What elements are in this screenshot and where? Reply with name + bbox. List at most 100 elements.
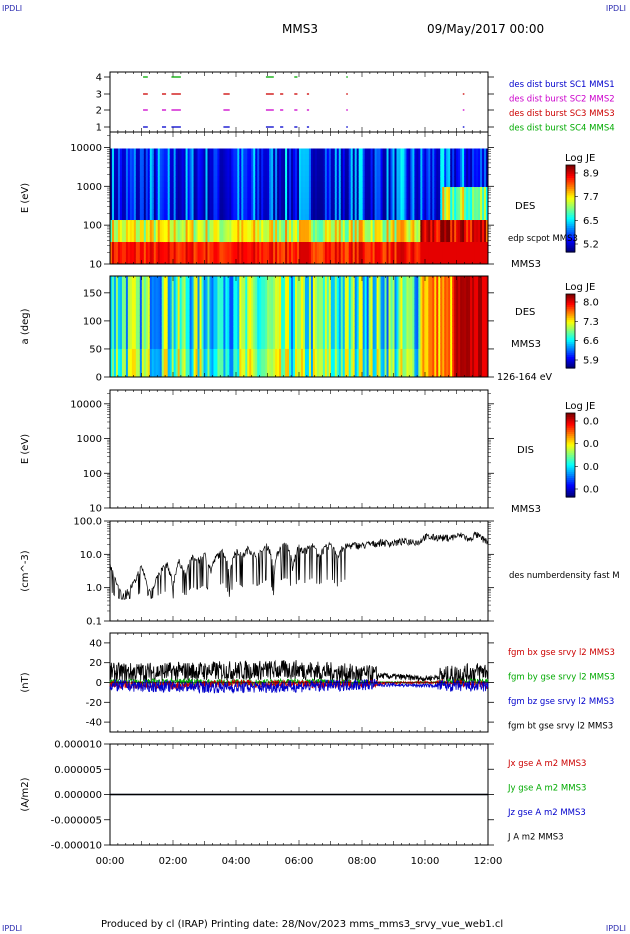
heatmap-cell bbox=[312, 198, 316, 204]
heatmap-cell bbox=[173, 203, 177, 210]
heatmap-cell bbox=[111, 159, 115, 166]
heatmap-cell bbox=[117, 326, 121, 333]
heatmap-cell bbox=[187, 247, 191, 254]
heatmap-cell bbox=[464, 192, 467, 199]
heatmap-cell bbox=[175, 236, 179, 243]
heatmap-cell bbox=[472, 236, 475, 243]
heatmap-cell bbox=[115, 148, 119, 155]
heatmap-cell bbox=[123, 148, 127, 155]
heatmap-cell bbox=[342, 242, 346, 248]
heatmap-cell bbox=[316, 258, 320, 265]
heatmap-cell bbox=[376, 176, 380, 182]
heatmap-cell bbox=[380, 198, 384, 204]
heatmap-cell bbox=[177, 236, 181, 243]
heatmap-cell bbox=[358, 242, 362, 248]
heatmap-cell bbox=[125, 298, 129, 305]
heatmap-cell bbox=[169, 198, 173, 204]
heatmap-cell bbox=[390, 225, 394, 232]
heatmap-cell bbox=[173, 154, 177, 160]
heatmap-cell bbox=[436, 231, 439, 237]
heatmap-cell bbox=[191, 236, 195, 243]
heatmap-cell bbox=[474, 203, 477, 210]
heatmap-cell bbox=[376, 258, 380, 265]
heatmap-cell bbox=[119, 337, 123, 344]
heatmap-cell bbox=[360, 225, 364, 232]
heatmap-cell bbox=[436, 220, 439, 226]
heatmap-cell bbox=[221, 159, 224, 166]
heatmap-cell bbox=[458, 203, 461, 210]
heatmap-cell bbox=[139, 326, 143, 333]
heatmap-cell bbox=[348, 209, 352, 215]
heatmap-cell bbox=[316, 225, 320, 232]
heatmap-cell bbox=[149, 365, 153, 372]
heatmap-cell bbox=[133, 304, 137, 311]
heatmap-cell bbox=[322, 247, 326, 254]
heatmap-cell bbox=[179, 236, 183, 243]
heatmap-cell bbox=[464, 258, 467, 265]
heatmap-cell bbox=[155, 337, 159, 344]
heatmap-cell bbox=[320, 192, 324, 199]
heatmap-cell bbox=[312, 148, 316, 155]
heatmap-cell bbox=[149, 176, 153, 182]
heatmap-cell bbox=[237, 253, 240, 259]
heatmap-cell bbox=[378, 159, 382, 166]
heatmap-cell bbox=[223, 203, 226, 210]
heatmap-cell bbox=[175, 337, 179, 344]
heatmap-cell bbox=[227, 220, 230, 226]
heatmap-cell bbox=[209, 231, 212, 237]
heatmap-cell bbox=[247, 242, 250, 248]
heatmap-cell bbox=[386, 225, 390, 232]
heatmap-cell bbox=[478, 170, 481, 177]
heatmap-cell bbox=[157, 343, 161, 350]
heatmap-cell bbox=[197, 236, 201, 243]
heatmap-cell bbox=[211, 187, 214, 193]
heatmap-cell bbox=[324, 253, 328, 259]
heatmap-cell bbox=[131, 181, 135, 188]
heatmap-cell bbox=[285, 176, 288, 182]
heatmap-cell bbox=[346, 231, 350, 237]
heatmap-cell bbox=[398, 187, 401, 193]
heatmap-cell bbox=[110, 231, 113, 237]
heatmap-cell bbox=[233, 220, 236, 226]
heatmap-cell bbox=[295, 154, 298, 160]
heatmap-cell bbox=[452, 247, 455, 254]
heatmap-cell bbox=[165, 214, 169, 221]
heatmap-cell bbox=[446, 247, 449, 254]
heatmap-cell bbox=[468, 214, 471, 221]
heatmap-cell bbox=[123, 253, 127, 259]
heatmap-cell bbox=[263, 159, 266, 166]
heatmap-cell bbox=[410, 154, 413, 160]
heatmap-cell bbox=[474, 198, 477, 204]
heatmap-cell bbox=[175, 298, 179, 305]
heatmap-cell bbox=[422, 198, 425, 204]
heatmap-cell bbox=[179, 203, 183, 210]
heatmap-cell bbox=[175, 192, 179, 199]
heatmap-cell bbox=[129, 326, 133, 333]
heatmap-cell bbox=[191, 220, 195, 226]
heatmap-cell bbox=[332, 198, 336, 204]
heatmap-cell bbox=[446, 258, 449, 265]
heatmap-cell bbox=[400, 148, 403, 155]
heatmap-cell bbox=[344, 198, 348, 204]
heatmap-cell bbox=[205, 187, 208, 193]
heatmap-cell bbox=[356, 247, 360, 254]
heatmap-cell bbox=[121, 354, 125, 361]
heatmap-cell bbox=[143, 281, 147, 288]
heatmap-cell bbox=[205, 148, 208, 155]
heatmap-cell bbox=[149, 203, 153, 210]
heatmap-cell bbox=[378, 165, 382, 171]
heatmap-cell bbox=[402, 220, 405, 226]
heatmap-cell bbox=[316, 176, 320, 182]
heatmap-cell bbox=[193, 242, 197, 248]
heatmap-cell bbox=[235, 154, 238, 160]
heatmap-cell bbox=[342, 225, 346, 232]
heatmap-cell bbox=[117, 170, 121, 177]
heatmap-cell bbox=[358, 220, 362, 226]
heatmap-cell bbox=[207, 159, 210, 166]
heatmap-cell bbox=[424, 176, 427, 182]
heatmap-cell bbox=[486, 258, 489, 265]
heatmap-cell bbox=[223, 165, 226, 171]
heatmap-cell bbox=[215, 176, 218, 182]
heatmap-cell bbox=[125, 348, 129, 356]
heatmap-cell bbox=[386, 258, 390, 265]
